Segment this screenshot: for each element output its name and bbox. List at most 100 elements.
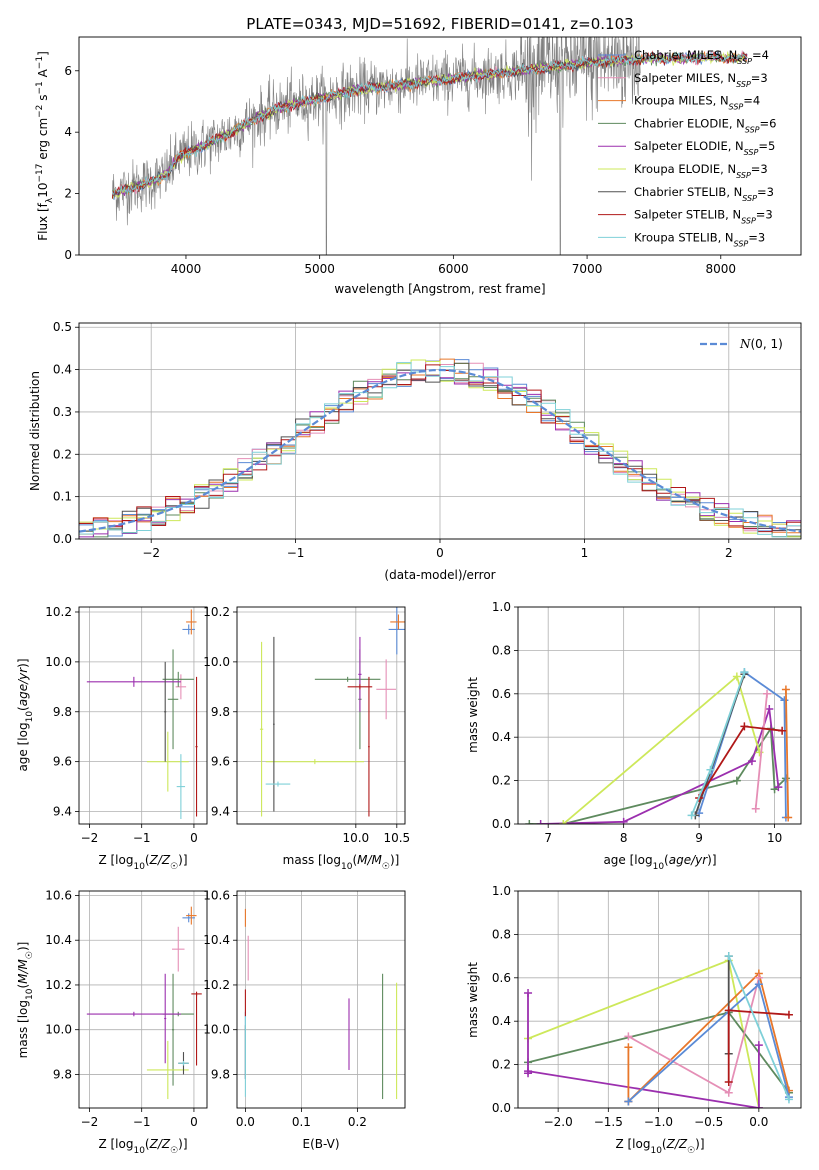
weight-marker-kroupa_stelib	[687, 811, 696, 820]
legend-label-kroupa_miles: Kroupa MILES, NSSP=4	[634, 94, 760, 112]
weight-marker-salpeter_miles	[624, 1032, 633, 1041]
weight-marker-chabrier_elodie	[525, 820, 534, 824]
y-tick-label: 10.0	[45, 655, 72, 669]
x-tick-label: −2	[81, 831, 99, 845]
y-tick-label: 9.4	[211, 805, 230, 819]
y-axis-label: age [log10(age/yr)]	[16, 658, 35, 771]
y-tick-label: 0.6	[492, 971, 511, 985]
x-tick-label: 10.5	[383, 831, 410, 845]
x-axis-label: (data-model)/error	[384, 568, 495, 582]
x-tick-label: −1.0	[644, 1115, 673, 1129]
weight-line-salpeter_miles	[627, 977, 760, 1095]
axes-frame	[78, 322, 802, 540]
y-tick-label: 0.5	[53, 320, 72, 334]
axes-frame	[236, 890, 406, 1109]
y-tick-label: 0.2	[492, 1058, 511, 1072]
weight-marker-kroupa_stelib	[706, 765, 715, 774]
weight-marker-salpeter_elodie	[747, 757, 756, 766]
y-tick-label: 10.2	[203, 978, 230, 992]
x-tick-label: −2.0	[544, 1115, 573, 1129]
y-tick-label: 0.8	[492, 927, 511, 941]
x-tick-label: 5000	[304, 262, 335, 276]
x-tick-label: −2	[81, 1115, 99, 1129]
panel-age_vs_mass: 10.0 10.5 9.4 9.6 9.8 10.0 10.2 mass [log10(M/M…	[203, 605, 410, 872]
axes-frame	[78, 606, 208, 825]
weight-marker-chabrier_miles	[780, 696, 789, 705]
y-tick-label: 1.0	[492, 884, 511, 898]
y-tick-label: 10.4	[45, 933, 72, 947]
x-tick-label: 8000	[706, 262, 737, 276]
x-axis-label: Z [log10(Z/Z☉)]	[615, 1137, 704, 1156]
y-tick-label: 0.4	[492, 730, 511, 744]
x-tick-label: 10	[767, 831, 782, 845]
weight-marker-chabrier_elodie	[732, 776, 741, 785]
axes-frame	[517, 890, 802, 1109]
panel-massweight_vs_Z: −2.0 −1.5 −1.0 −0.5 0.0 0.0 0.2 0.4 0.6 0.8 1.0 Z […	[466, 884, 802, 1156]
x-tick-label: 10.0	[342, 831, 369, 845]
legend: N(0, 1)	[700, 337, 783, 351]
x-tick-label: −0.5	[694, 1115, 723, 1129]
x-tick-label: −1.5	[594, 1115, 623, 1129]
panel-spectrum: 4000 5000 6000 7000 8000 0 2 4 6 wavelength [Angs…	[35, 36, 802, 296]
weight-marker-kroupa_miles	[624, 1043, 633, 1052]
x-tick-label: 7	[544, 831, 552, 845]
weight-line-salpeter_miles	[754, 693, 768, 809]
y-tick-label: 1.0	[492, 600, 511, 614]
legend-label-salpeter_stelib: Salpeter STELIB, NSSP=3	[634, 208, 773, 226]
x-axis-label: wavelength [Angstrom, rest frame]	[334, 282, 545, 296]
weight-marker-salpeter_elodie	[524, 988, 533, 997]
weight-marker-kroupa_stelib	[784, 1095, 793, 1104]
legend-label-kroupa_elodie: Kroupa ELODIE, NSSP=3	[634, 162, 768, 180]
legend-label-chabrier_miles: Chabrier MILES, NSSP=4	[634, 48, 769, 66]
y-tick-label: 4	[64, 125, 72, 139]
y-tick-label: 10.0	[203, 655, 230, 669]
y-tick-label: 9.8	[53, 705, 72, 719]
grid	[79, 891, 207, 1108]
y-tick-label: 9.6	[53, 755, 72, 769]
normal-curve	[79, 368, 801, 533]
plot-area	[244, 908, 398, 1100]
panel-mass_vs_ebv: 0.0 0.1 0.2 9.8 10.0 10.2 10.4 10.6 E(B-V)	[203, 888, 406, 1151]
y-tick-label: 10.6	[45, 888, 72, 902]
legend-label-chabrier_stelib: Chabrier STELIB, NSSP=3	[634, 185, 774, 203]
weight-marker-kroupa_miles	[784, 813, 793, 822]
x-tick-label: −1	[287, 546, 305, 560]
grid	[237, 891, 405, 1108]
x-axis-label: Z [log10(Z/Z☉)]	[98, 1137, 187, 1156]
figure-title: PLATE=0343, MJD=51692, FIBERID=0141, z=0…	[246, 15, 633, 33]
x-tick-label: 0.0	[749, 1115, 768, 1129]
weight-marker-salpeter_miles	[763, 689, 772, 698]
weight-marker-salpeter_stelib	[778, 726, 787, 735]
x-tick-label: −1	[133, 831, 151, 845]
y-tick-label: 0.0	[492, 1101, 511, 1115]
x-tick-label: 0	[190, 1115, 198, 1129]
x-tick-label: 4000	[171, 262, 202, 276]
y-tick-label: 0.0	[492, 817, 511, 831]
x-tick-label: 0.2	[348, 1115, 367, 1129]
observed-spectrum-line	[112, 37, 641, 255]
weight-line-kroupa_miles	[785, 689, 790, 818]
y-tick-label: 0.3	[53, 405, 72, 419]
weight-marker-salpeter_miles	[751, 804, 760, 813]
y-axis-label: Normed distribution	[28, 371, 42, 491]
y-tick-label: 9.8	[211, 1067, 230, 1081]
x-axis-label: E(B-V)	[302, 1137, 339, 1151]
x-tick-label: 8	[620, 831, 628, 845]
x-axis-label: age [log10(age/yr)]	[603, 853, 716, 872]
legend-label-salpeter_miles: Salpeter MILES, NSSP=3	[634, 71, 768, 89]
weight-marker-kroupa_elodie	[755, 748, 764, 757]
x-tick-label: 0	[436, 546, 444, 560]
x-axis-label: Z [log10(Z/Z☉)]	[98, 853, 187, 872]
plot-area	[525, 668, 793, 824]
grid	[237, 607, 405, 824]
y-tick-label: 10.2	[45, 978, 72, 992]
weight-line-chabrier_miles	[698, 670, 787, 818]
weight-marker-salpeter_elodie	[765, 704, 774, 713]
x-tick-label: 9	[695, 831, 703, 845]
y-axis-label: mass weight	[466, 962, 480, 1038]
y-tick-label: 9.4	[53, 805, 72, 819]
plot-area	[259, 607, 405, 817]
weight-line-kroupa_stelib	[727, 955, 790, 1100]
legend: Chabrier MILES, NSSP=4 Salpeter MILES, NS…	[598, 48, 776, 248]
